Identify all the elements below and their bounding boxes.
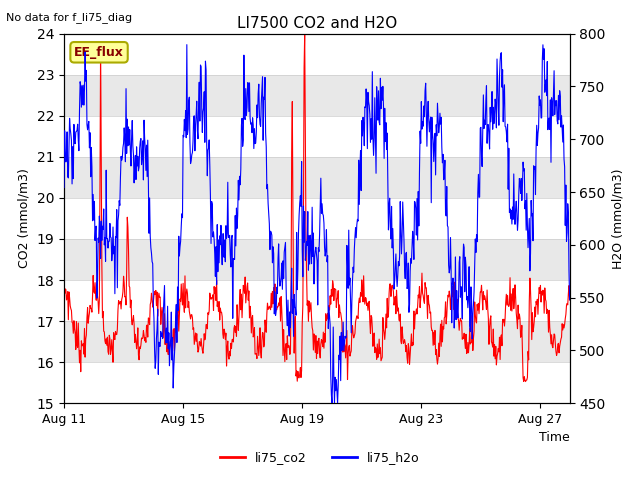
Bar [64,239,570,280]
Y-axis label: H2O (mmol/m3): H2O (mmol/m3) [611,168,624,269]
Legend: li75_co2, li75_h2o: li75_co2, li75_h2o [215,446,425,469]
Bar [64,157,570,198]
Bar [64,75,570,116]
Text: No data for f_li75_diag: No data for f_li75_diag [6,12,132,23]
Y-axis label: CO2 (mmol/m3): CO2 (mmol/m3) [18,168,31,268]
Bar [64,321,570,362]
Text: EE_flux: EE_flux [74,46,124,59]
X-axis label: Time: Time [539,432,570,444]
Title: LI7500 CO2 and H2O: LI7500 CO2 and H2O [237,16,397,31]
